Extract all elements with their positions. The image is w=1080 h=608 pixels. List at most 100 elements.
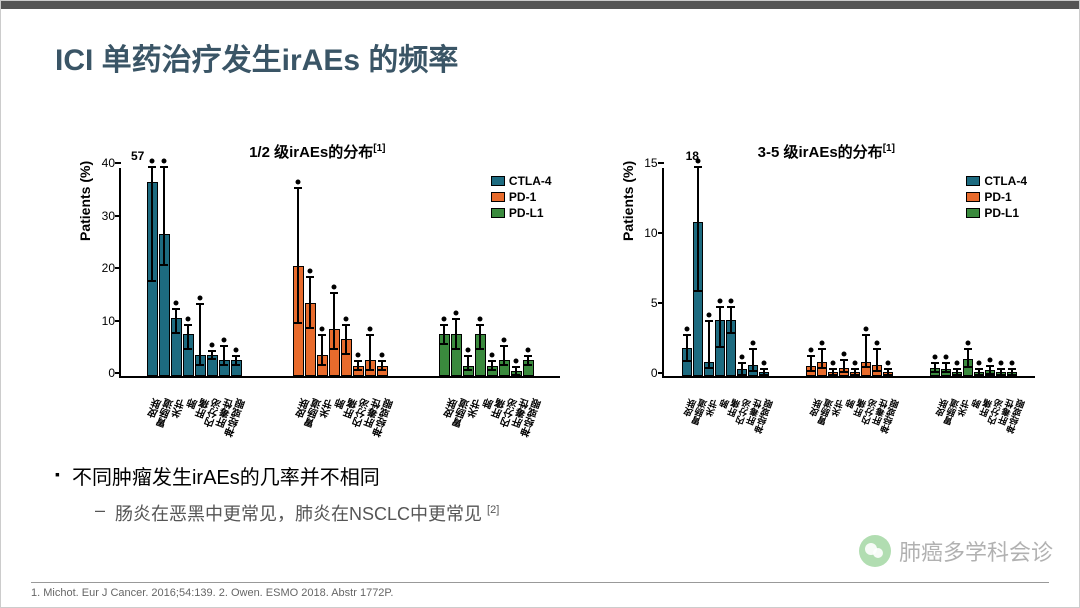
y-tick: 0 — [95, 366, 115, 380]
error-bar — [333, 292, 335, 350]
bar — [759, 166, 769, 376]
y-tick: 0 — [638, 366, 658, 380]
error-bar — [876, 348, 878, 372]
error-bar-cap-dot — [356, 353, 361, 358]
bullet-sub-sup: [2] — [487, 504, 499, 516]
error-bar — [199, 303, 201, 366]
top-band — [1, 1, 1079, 9]
error-bar-cap-dot — [490, 353, 495, 358]
page-title: ICI 单药治疗发生irAEs 的频率 — [55, 35, 458, 79]
y-tick: 15 — [638, 156, 658, 170]
error-bar — [934, 362, 936, 373]
bar — [219, 166, 230, 376]
bullet-sub: – 肠炎在恶黑中更常见，肺炎在NSCLC中更常见 [2] — [95, 500, 1019, 526]
bar — [207, 166, 218, 376]
error-bar-cap-dot — [502, 337, 507, 342]
x-label-group: 皮肤胃肠道关节肺肝痛内分泌肝毒性神经或眼 — [913, 378, 1039, 414]
error-bar-cap-dot — [162, 159, 167, 164]
y-tick-mark — [115, 162, 121, 164]
chart-title: 1/2 级irAEs的分布[1] — [71, 141, 564, 162]
error-bar — [843, 359, 845, 373]
error-bar-cap-dot — [874, 341, 879, 346]
bar — [329, 166, 340, 376]
error-bar — [686, 334, 688, 362]
error-bar-cap-dot — [332, 285, 337, 290]
legend-label: PD-1 — [509, 190, 536, 204]
error-bar — [527, 355, 529, 366]
error-bar-cap-dot — [808, 348, 813, 353]
y-tick: 20 — [95, 261, 115, 275]
error-bar-cap-dot — [454, 311, 459, 316]
x-labels: 皮肤胃肠道关节肺肝痛内分泌肝毒性神经或眼皮肤胃肠道关节肺肝痛内分泌肝毒性神经或眼… — [662, 378, 1039, 414]
error-bar — [887, 368, 889, 376]
error-bar — [1011, 368, 1013, 376]
watermark: 肺癌多学科会诊 — [859, 535, 1053, 567]
error-bar-cap-dot — [976, 360, 981, 365]
error-bar-cap-dot — [514, 358, 519, 363]
wechat-icon — [859, 535, 891, 567]
error-bar-cap-dot — [750, 341, 755, 346]
error-bar — [821, 348, 823, 369]
x-label-group: 皮肤胃肠道关节肺肝痛内分泌肝毒性神经或眼 — [787, 378, 913, 414]
bar — [861, 166, 871, 376]
bar — [839, 166, 849, 376]
series-group — [121, 166, 267, 376]
bar — [183, 166, 194, 376]
error-bar — [223, 345, 225, 366]
error-bar-cap-dot — [717, 299, 722, 304]
series-group — [267, 166, 413, 376]
bar — [317, 166, 328, 376]
error-bar — [832, 368, 834, 376]
bullet-sub-dash: – — [95, 500, 105, 526]
bar — [817, 166, 827, 376]
bar — [439, 166, 450, 376]
bar — [952, 166, 962, 376]
error-bar-cap-dot — [186, 316, 191, 321]
legend-label: PD-L1 — [984, 206, 1019, 220]
bar — [941, 166, 951, 376]
error-bar — [321, 334, 323, 366]
error-bar-cap-dot — [739, 355, 744, 360]
error-bar — [967, 348, 969, 368]
x-label-group: 皮肤胃肠道关节肺肝痛内分泌肝毒性神经或眼 — [119, 378, 267, 418]
legend-swatch — [966, 192, 980, 202]
legend-label: PD-1 — [984, 190, 1011, 204]
error-bar — [719, 306, 721, 348]
error-bar-cap-dot — [1009, 360, 1014, 365]
error-bar — [309, 276, 311, 329]
bar — [693, 166, 703, 376]
legend-label: PD-L1 — [509, 206, 544, 220]
bullet-sub-body: 肠炎在恶黑中更常见，肺炎在NSCLC中更常见 — [115, 504, 487, 524]
legend: CTLA-4 PD-1 PD-L1 — [490, 174, 552, 222]
bar — [231, 166, 242, 376]
annotation-label: 57 — [131, 149, 144, 163]
bar — [748, 166, 758, 376]
bar — [171, 166, 182, 376]
y-axis-label: Patients (%) — [620, 161, 636, 241]
bar — [147, 166, 158, 376]
error-bar — [491, 360, 493, 371]
legend-row: PD-1 — [966, 190, 1027, 204]
plot-area: CTLA-4PD-1PD-L118 — [662, 168, 1035, 378]
error-bar-cap-dot — [344, 316, 349, 321]
error-bar-cap-dot — [728, 299, 733, 304]
bar — [451, 166, 462, 376]
error-bar — [455, 318, 457, 350]
error-bar-cap-dot — [684, 327, 689, 332]
error-bar — [235, 355, 237, 366]
legend-swatch — [491, 176, 505, 186]
series-group — [787, 166, 911, 376]
error-bar — [1000, 368, 1002, 376]
error-bar — [151, 166, 153, 282]
error-bar-cap-dot — [885, 360, 890, 365]
y-tick: 40 — [95, 156, 115, 170]
legend-label: CTLA-4 — [509, 174, 552, 188]
error-bar-cap-dot — [706, 313, 711, 318]
bar — [726, 166, 736, 376]
legend: CTLA-4PD-1PD-L1 — [965, 174, 1027, 222]
error-bar-cap-dot — [478, 316, 483, 321]
legend-swatch — [491, 192, 505, 202]
error-bar — [187, 324, 189, 350]
y-tick: 30 — [95, 209, 115, 223]
error-bar — [297, 187, 299, 324]
